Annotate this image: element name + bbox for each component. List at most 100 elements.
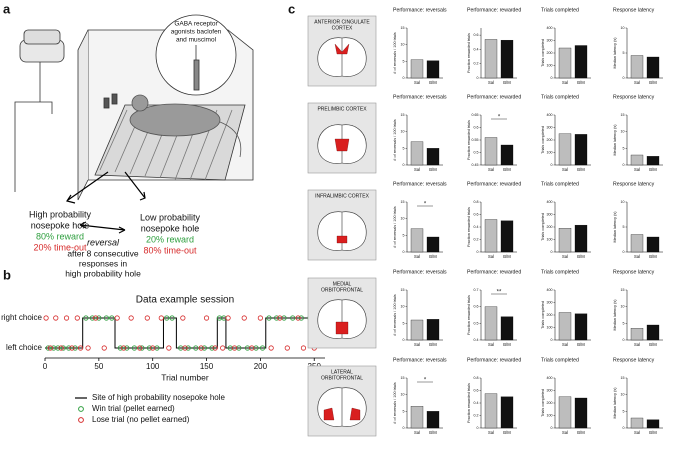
y-tick-label: 5 [403,409,405,413]
y-tick-label: 0.8 [474,200,479,204]
bar [646,419,660,429]
y-axis-label: Median latency (s) [613,387,617,419]
y-axis-label: Fraction rewarded trials [467,295,471,335]
lose-trial [182,345,188,351]
x-tick-label: B/M [577,167,585,172]
y-tick-label: 100 [547,325,553,329]
y-tick-label: 0.4 [474,401,479,405]
brain-section [317,37,367,77]
bar [630,328,644,341]
bar [574,134,588,166]
lose-trial [53,315,59,321]
y-tick-label: 0 [623,163,625,167]
win-trial [96,315,102,321]
high-label: High probability [29,209,92,219]
reversal-note: high probability hole [65,268,141,278]
bar [484,219,498,253]
bar [630,234,644,253]
win-trial [89,315,95,321]
lose-trial [231,345,238,351]
x-tick-label: Sal [634,167,640,172]
lose-trial [158,315,164,321]
bar [630,154,644,166]
chart-title: Performance: rewarded [467,94,521,100]
chart-title: Trials completed [541,269,579,275]
reversal: reversal [87,237,120,247]
win-trial [66,345,72,351]
y-tick-label: 300 [547,125,553,129]
y-tick-label: 0 [623,250,625,254]
x-label: Trial number [161,372,209,382]
y-tick-label: 200 [547,225,553,229]
y-tick-label: 0.6 [474,305,479,309]
lose-trial [77,345,84,351]
low-label: nosepoke hole [141,223,200,233]
region-row: PRELIMBIC CORTEX Performance: reversals # … [307,94,663,174]
chart-title: Response latency [613,357,655,363]
x-tick-label: B/M [503,254,511,259]
x-tick-label: B/M [577,254,585,259]
high-timeout: 20% time-out [33,242,87,252]
win-trial [131,345,137,351]
y-tick-label: 5 [623,225,625,229]
y-axis-label: Fraction rewarded trials [467,120,471,160]
region-name: MEDIAL [333,281,352,287]
y-tick-label: 200 [547,51,553,55]
y-tick-label: 10 [401,217,405,221]
y-tick-label: 0.65 [472,113,479,117]
x-tick-label: B/M [429,430,437,435]
y-tick-label: 0 [551,163,553,167]
brain-outline [317,387,367,427]
bar [410,406,424,429]
bar [410,228,424,253]
y-tick-label: 200 [547,401,553,405]
y-tick-label: 0 [623,76,625,80]
bar [426,60,440,79]
bar [426,148,440,166]
lose-trial [241,315,247,321]
target-region [335,321,349,335]
y-tick-label: 300 [547,212,553,216]
x-tick-label: Sal [414,167,420,172]
low-reward: 20% reward [146,234,194,244]
lose-trial [101,345,107,351]
region-row: INFRALIMBIC CORTEX Performance: reversals… [307,181,663,261]
chart-title: Performance: rewarded [467,357,521,363]
y-label: left choice [6,343,43,352]
bar [484,393,498,429]
high-reward: 80% reward [36,231,84,241]
bar [558,312,572,341]
bar [484,137,498,166]
lose-trial [150,345,156,351]
bar [558,396,572,429]
x-tick-label: Sal [562,167,568,172]
panel-letter: c [288,1,295,16]
win-trial [298,315,304,321]
region-name: INFRALIMBIC CORTEX [315,193,369,199]
y-axis-label: Trials completed [541,301,545,329]
x-tick-label: Sal [634,430,640,435]
win-trial [109,315,115,321]
region-name: ORBITOFRONTAL [321,375,363,381]
region-name: PRELIMBIC CORTEX [317,106,367,112]
x-tick-label: B/M [503,430,511,435]
y-tick-label: 0 [551,76,553,80]
y-tick-label: 10 [621,130,625,134]
bar [484,39,498,79]
x-tick-label: Sal [634,342,640,347]
y-axis-label: # of reversals / 100 trials [393,382,397,423]
lose-trial [212,345,218,351]
y-axis-label: Fraction rewarded trials [467,383,471,423]
y-tick-label: 300 [547,38,553,42]
x-tick-label: Sal [414,80,420,85]
y-tick-label: 100 [547,237,553,241]
bar [646,236,660,253]
y-tick-label: 10 [401,130,405,134]
y-tick-label: 0.8 [474,376,479,380]
y-axis-label: Trials completed [541,39,545,67]
bar [574,313,588,341]
chart-title: Trials completed [541,357,579,363]
win-trial [193,345,199,351]
